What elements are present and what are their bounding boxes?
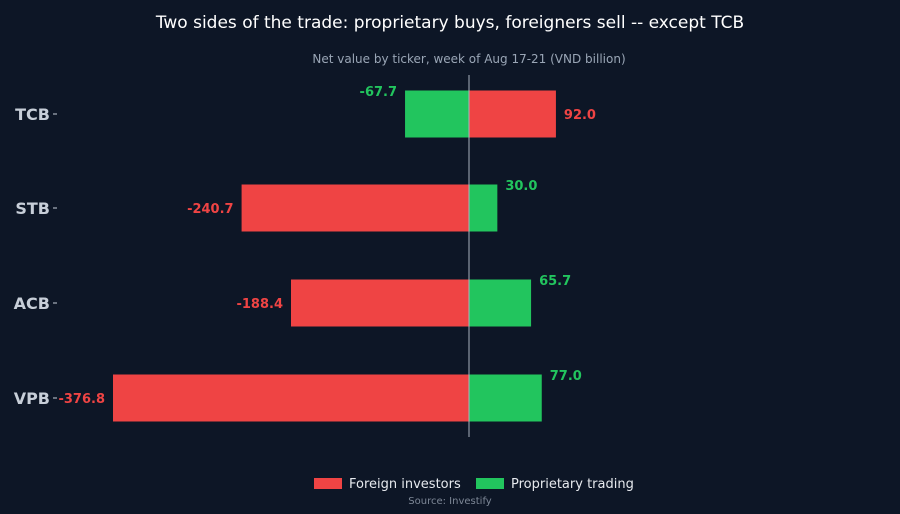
chart-subtitle: Net value by ticker, week of Aug 17-21 (…	[312, 52, 625, 66]
value-label-proprietary-vpb: 77.0	[550, 369, 582, 384]
bar-foreign-vpb	[113, 374, 469, 422]
value-label-proprietary-tcb: -67.7	[360, 85, 397, 100]
chart-title: Two sides of the trade: proprietary buys…	[155, 13, 744, 33]
value-labels: 92.0 -67.7 -240.7 30.0 -188.4 65.7 -376.8 77.0	[58, 85, 596, 407]
legend-swatch-proprietary	[476, 478, 504, 489]
bar-proprietary-tcb	[405, 90, 469, 138]
bar-foreign-stb	[241, 184, 469, 232]
value-label-foreign-vpb: -376.8	[58, 392, 105, 407]
value-label-foreign-stb: -240.7	[187, 202, 234, 217]
bar-proprietary-acb	[469, 279, 532, 327]
bar-proprietary-vpb	[469, 374, 542, 422]
value-label-foreign-acb: -188.4	[236, 297, 283, 312]
y-tick-label-tcb: TCB	[15, 105, 50, 124]
value-label-proprietary-acb: 65.7	[539, 274, 571, 289]
y-axis-labels: TCB STB ACB VPB	[14, 105, 57, 408]
bar-proprietary-stb	[469, 184, 498, 232]
y-tick-label-vpb: VPB	[14, 389, 50, 408]
bar-foreign-acb	[291, 279, 469, 327]
legend-label-foreign: Foreign investors	[349, 477, 461, 492]
bar-foreign-tcb	[469, 90, 556, 138]
y-tick-label-acb: ACB	[14, 294, 50, 313]
bars-group	[113, 90, 556, 422]
y-tick-label-stb: STB	[15, 199, 50, 218]
legend-label-proprietary: Proprietary trading	[511, 477, 634, 492]
value-label-proprietary-stb: 30.0	[505, 179, 537, 194]
legend: Foreign investors Proprietary trading	[314, 477, 634, 492]
value-label-foreign-tcb: 92.0	[564, 108, 596, 123]
source-note: Source: Investify	[408, 496, 492, 507]
legend-swatch-foreign	[314, 478, 342, 489]
